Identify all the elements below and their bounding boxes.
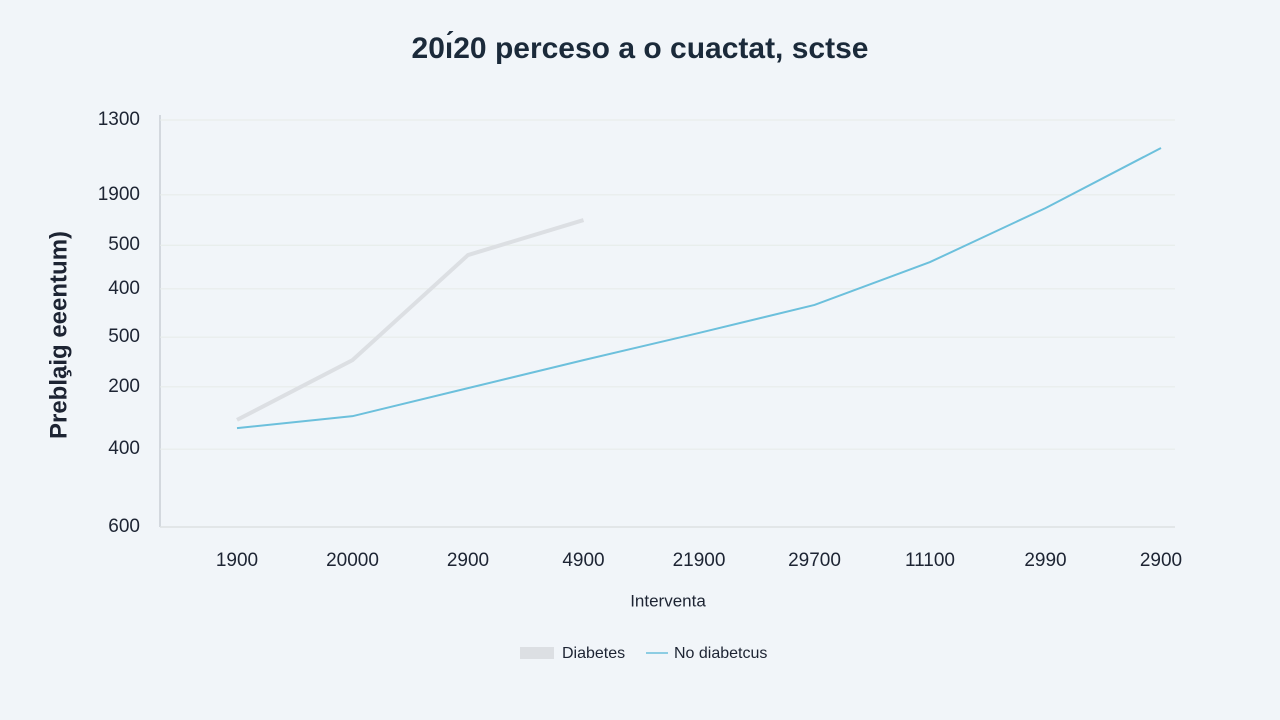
- chart-title: 20ı́20 perceso a o cuactat, sctse: [412, 31, 869, 65]
- y-tick-label: 500: [108, 234, 140, 255]
- x-axis-label: Interventa: [630, 591, 706, 610]
- legend-label: No diabetcus: [674, 645, 767, 662]
- y-tick-label: 400: [108, 438, 140, 459]
- x-tick-label: 2900: [447, 550, 489, 571]
- y-tick-label: 400: [108, 278, 140, 299]
- legend-swatch: [520, 647, 554, 659]
- legend-label: Diabetes: [562, 645, 625, 662]
- y-tick-label: 200: [108, 376, 140, 397]
- x-tick-label: 11100: [905, 550, 955, 571]
- y-tick-label: 600: [108, 516, 140, 537]
- y-tick-label: 500: [108, 326, 140, 347]
- line-series: [236, 218, 585, 422]
- x-tick-label: 1900: [216, 550, 258, 571]
- x-tick-label: 21900: [673, 550, 726, 571]
- x-tick-label: 20000: [326, 550, 379, 571]
- x-tick-label: 2990: [1024, 550, 1066, 571]
- x-tick-label: 2900: [1140, 550, 1182, 571]
- y-tick-label: 1300: [98, 109, 140, 130]
- line-series: [236, 147, 1162, 430]
- y-axis-label: Prebla̧ig eeentum): [45, 231, 72, 439]
- x-tick-label: 4900: [562, 550, 604, 571]
- y-tick-label: 1900: [98, 184, 140, 205]
- x-tick-label: 29700: [788, 550, 841, 571]
